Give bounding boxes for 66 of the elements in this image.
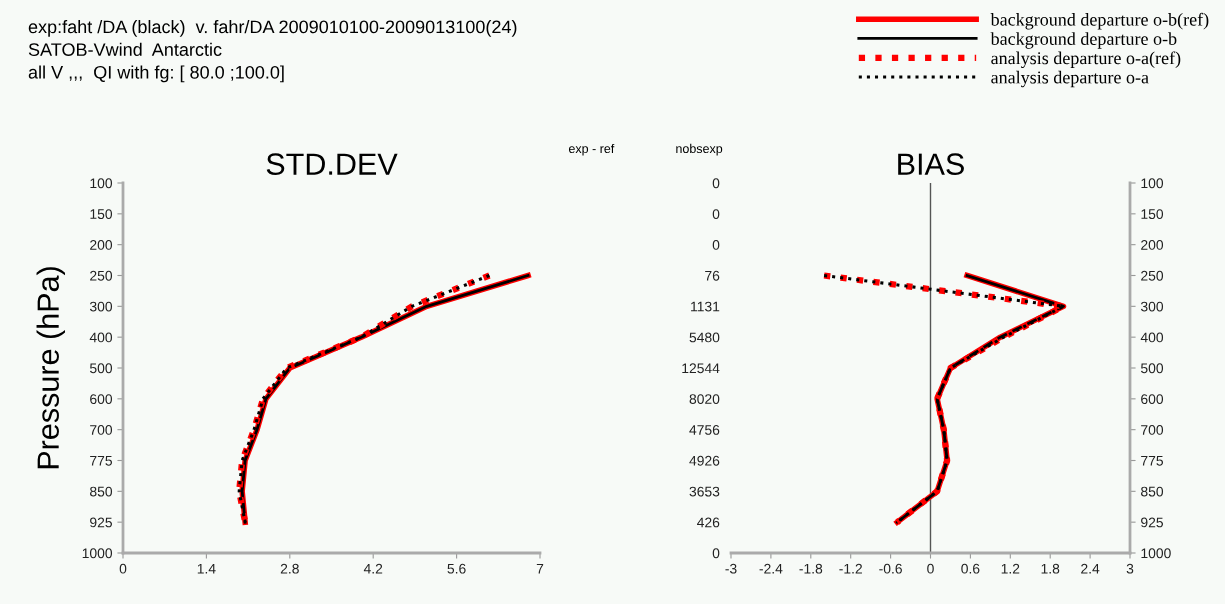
text: exp - ref: [568, 143, 615, 156]
y2-tick-label: 600: [1141, 394, 1164, 404]
x-tick-label: -0.6: [879, 563, 902, 574]
y-tick-label: 3653: [689, 486, 720, 497]
y-tick-label: 0: [712, 178, 720, 189]
x-tick-label: 0: [119, 563, 127, 574]
x-tick-label: -3: [725, 563, 737, 574]
y-tick-label: 12544: [682, 363, 720, 374]
y-tick-label: 0: [712, 240, 720, 250]
y2-tick-label: 400: [1140, 332, 1164, 343]
x-tick-label: 0.6: [961, 563, 980, 574]
y2-tick-label: 925: [1141, 517, 1164, 528]
y-tick-label: 300: [89, 301, 113, 312]
text: nobsexp: [676, 143, 723, 156]
y-tick-label: 925: [90, 517, 112, 528]
y-tick-label: 400: [89, 332, 113, 343]
y2-tick-label: 300: [1140, 301, 1164, 312]
y-tick-label: 8020: [689, 394, 720, 404]
y2-tick-label: 700: [1141, 425, 1164, 435]
y-tick-label: 500: [89, 363, 113, 374]
y-tick-label: 4756: [689, 425, 720, 435]
x-tick-label: -1.2: [839, 563, 862, 574]
x-tick-label: 1.4: [197, 563, 216, 574]
x-tick-label: 5.6: [447, 563, 466, 574]
y-tick-label: 1131: [691, 301, 720, 312]
x-tick-label: -2.4: [759, 563, 783, 574]
y-tick-label: 850: [90, 486, 113, 497]
x-tick-label: 1.2: [1001, 563, 1020, 574]
x-tick-label: -1.8: [799, 563, 823, 574]
chart-title: STD.DEV: [266, 153, 398, 175]
y2-tick-label: 1000: [1141, 548, 1171, 559]
x-tick-label: 1.8: [1041, 563, 1060, 574]
y2-tick-label: 775: [1141, 455, 1164, 466]
chart-subtitle: exp:faht /DA (black) v. fahr/DA 2009010100-2009013100(24) SATOB-Vwind Antarctic all V ,,, QI with fg: [ 80.0 ;100.0]: [28, 20, 517, 83]
y-tick-label: 100: [90, 178, 113, 189]
x-tick-label: 2.8: [280, 563, 299, 574]
x-tick-label: 0: [927, 563, 934, 574]
y2-tick-label: 150: [1141, 209, 1164, 219]
y-axis-title: Pressure (hPa): [36, 267, 66, 469]
text: analysis departure o-a: [991, 70, 1149, 88]
y2-tick-label: 850: [1141, 486, 1164, 497]
text: analysis departure o-a(ref): [991, 51, 1181, 68]
y-tick-label: 775: [90, 455, 112, 466]
y-tick-label: 426: [697, 517, 720, 528]
y-tick-label: 200: [90, 240, 113, 250]
y-tick-label: 0: [712, 209, 720, 219]
x-tick-label: 2.4: [1081, 563, 1100, 574]
y-tick-label: 150: [90, 209, 113, 219]
y-tick-label: 5480: [689, 332, 720, 343]
y2-tick-label: 100: [1141, 178, 1164, 189]
y-tick-label: 1000: [82, 548, 113, 559]
y-tick-label: 250: [90, 270, 113, 281]
y-tick-label: 4926: [689, 455, 720, 466]
x-tick-label: 7: [536, 563, 544, 574]
y2-tick-label: 500: [1140, 363, 1164, 374]
x-tick-label: 4.2: [363, 563, 383, 574]
text: background departure o-b(ref): [990, 12, 1209, 30]
text: background departure o-b: [990, 32, 1177, 49]
y2-tick-label: 200: [1141, 240, 1164, 250]
y-tick-label: 0: [712, 548, 720, 559]
y2-tick-label: 250: [1141, 270, 1164, 281]
x-tick-label: 3: [1126, 563, 1134, 574]
chart-title: BIAS: [898, 153, 964, 175]
y-tick-label: 700: [90, 425, 113, 435]
y-tick-label: 76: [705, 270, 720, 281]
y-tick-label: 600: [90, 394, 113, 404]
